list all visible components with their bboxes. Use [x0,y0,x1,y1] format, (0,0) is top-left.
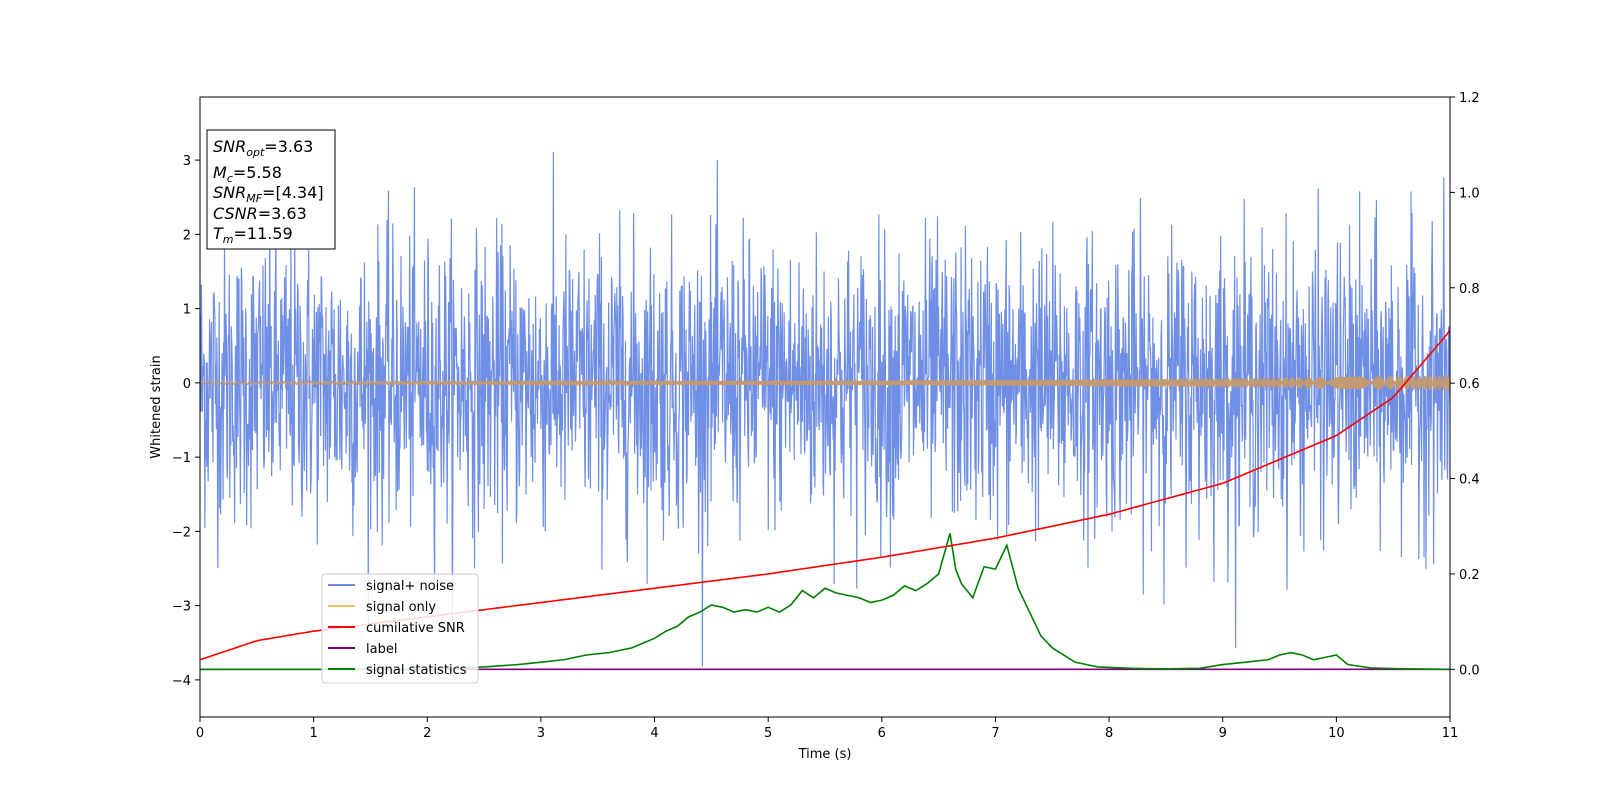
y-tick-label-left: −2 [172,525,191,540]
annotation-mc: Mc=5.58 [213,163,282,185]
x-tick-label: 11 [1442,726,1459,741]
y-tick-label-left: −3 [172,600,191,615]
x-tick-label: 5 [764,726,772,741]
annotation-snr-opt: SNRopt=3.63 [213,137,313,159]
x-tick-label: 4 [650,726,658,741]
series-signal-only-line [200,375,1450,391]
series-signal-statistics-line [200,533,1450,671]
annotation-snr-mf: SNRMF=[4.34] [213,183,324,205]
plot-frame [199,96,1451,718]
y-tick-label-right: 0.2 [1459,568,1480,583]
x-tick-label: 10 [1328,726,1345,741]
x-tick-label: 6 [878,726,886,741]
y-tick-label-right: 0.4 [1459,473,1480,488]
axes: 0 1 2 3 4 5 6 7 8 9 10 113210−1−2−3−41.21.00.80.60.… [172,91,1480,741]
x-tick-label: 3 [537,726,545,741]
y-axis-label: Whitened strain [149,355,164,458]
y-tick-label-left: −1 [172,451,191,466]
y-tick-label-right: 1.2 [1459,91,1480,106]
annotation-box: SNRopt=3.63 Mc=5.58 SNRMF=[4.34] CSNR=3.… [206,129,336,250]
series-signal-noise-line [200,151,1450,667]
x-tick-label: 2 [423,726,431,741]
y-tick-label-left: 2 [183,228,191,243]
y-tick-label-left: 0 [183,377,191,392]
annotation-csnr: CSNR=3.63 [213,204,307,223]
y-tick-label-left: −4 [172,674,191,689]
y-tick-label-right: 0.6 [1459,377,1480,392]
y-tick-label-left: 1 [183,303,191,318]
legend: signal+ noise signal only cumilative SNR… [321,573,479,684]
x-tick-label: 7 [991,726,999,741]
annotation-tm: Tm=11.59 [213,224,293,246]
legend-label-cumulative-snr: cumilative SNR [366,621,465,636]
x-tick-label: 0 [196,726,204,741]
legend-label-signal-only: signal only [366,600,436,615]
x-axis-label: Time (s) [798,747,852,762]
x-tick-label: 1 [309,726,317,741]
legend-label-signal-noise: signal+ noise [366,579,454,594]
y-tick-label-right: 0.0 [1459,663,1480,678]
y-tick-label-right: 0.8 [1459,282,1480,297]
x-tick-label: 9 [1219,726,1227,741]
y-tick-label-right: 1.0 [1459,186,1480,201]
legend-label-label: label [366,642,397,657]
x-tick-label: 8 [1105,726,1113,741]
y-tick-label-left: 3 [183,154,191,169]
legend-label-signal-statistics: signal statistics [366,663,467,678]
legend-frame [321,573,479,684]
